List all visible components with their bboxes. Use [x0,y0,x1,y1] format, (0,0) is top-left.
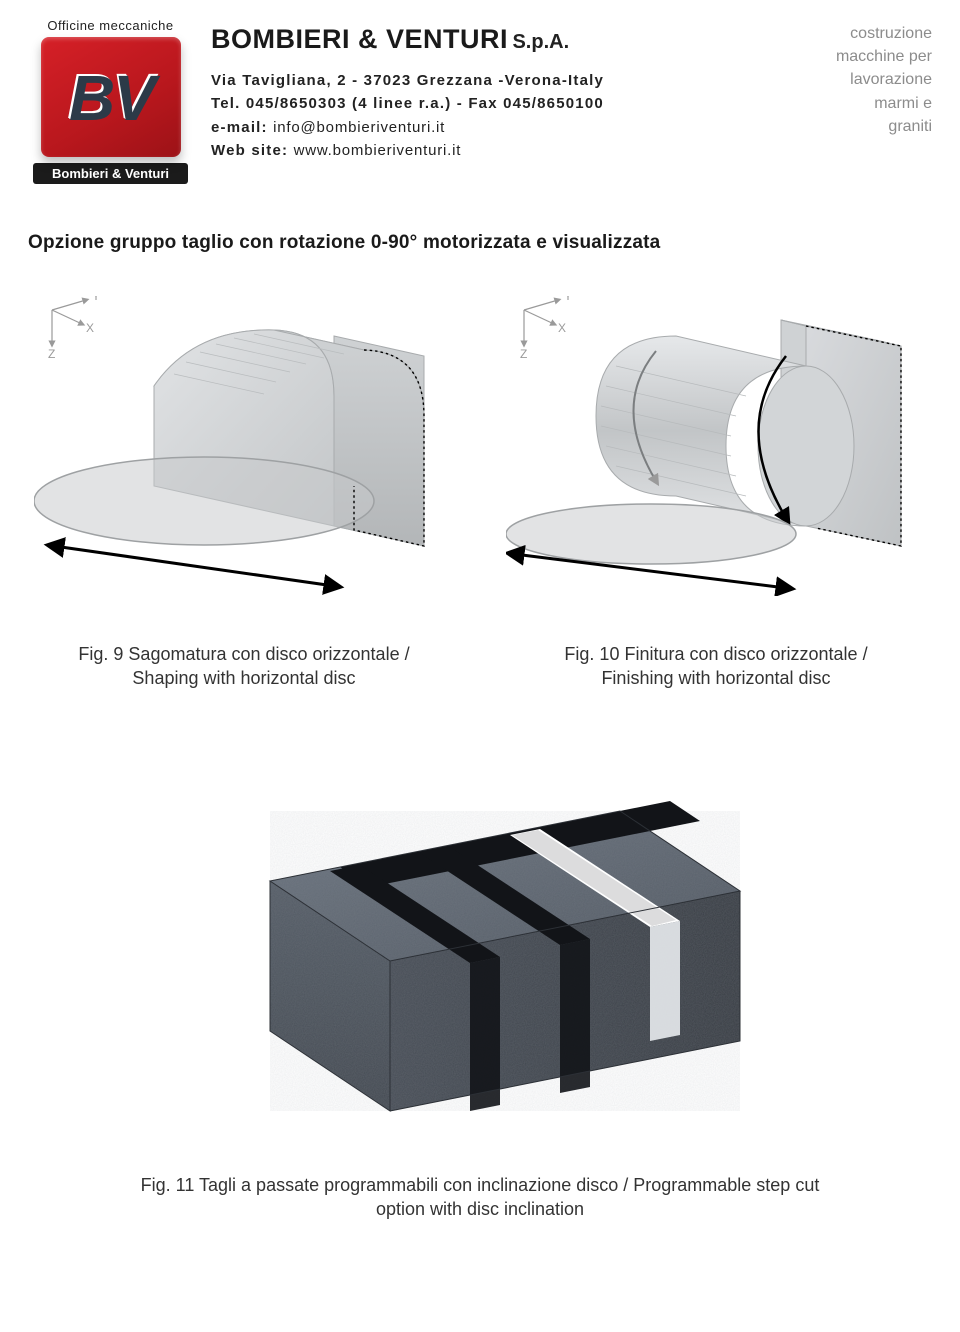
figure-11-svg [200,771,760,1131]
logo-bottom-bar: Bombieri & Venturi [33,163,188,184]
company-contact-lines: Via Tavigliana, 2 - 37023 Grezzana -Vero… [211,69,749,162]
company-info: BOMBIERI & VENTURI S.p.A. Via Tavigliana… [211,18,749,162]
figure-10-svg: Y X Z [506,296,926,596]
company-name: BOMBIERI & VENTURI [211,24,508,54]
logo-icon: BV [41,37,181,157]
caption-text: Shaping with horizontal disc [132,668,355,688]
logo-block: Officine meccaniche BV Bombieri & Ventur… [28,18,193,184]
figure-row-bottom: Fig. 11 Tagli a passate programmabili co… [28,771,932,1222]
letterhead: Officine meccaniche BV Bombieri & Ventur… [28,18,932,184]
figure-10-canvas: Y X Z [506,296,926,596]
figure-10: Y X Z [500,296,932,691]
company-suffix: S.p.A. [512,31,569,53]
slogan-line: macchine per [767,45,932,68]
figure-9-caption: Fig. 9 Sagomatura con disco orizzontale … [78,642,409,691]
slogan-line: lavorazione [767,68,932,91]
figure-10-caption: Fig. 10 Finitura con disco orizzontale /… [564,642,867,691]
logo-top-text: Officine meccaniche [47,18,173,33]
web-label: Web site: [211,142,288,159]
figure-9-svg: Y X Z [34,296,454,596]
logo-letters: BV [68,60,153,134]
email-value: info@bombieriventuri.it [273,119,445,136]
caption-text: Fig. 9 Sagomatura con disco orizzontale … [78,644,409,664]
figure-9-canvas: Y X Z [34,296,454,596]
figure-9: Y X Z [28,296,460,691]
slogan-line: marmi e [767,92,932,115]
page: Officine meccaniche BV Bombieri & Ventur… [0,0,960,1261]
axis-label-x: X [558,321,566,335]
caption-text: Fig. 11 Tagli a passate programmabili co… [141,1175,820,1195]
phone-line: Tel. 045/8650303 (4 linee r.a.) - Fax 04… [211,95,604,112]
figure-11-caption: Fig. 11 Tagli a passate programmabili co… [141,1173,820,1222]
company-name-line: BOMBIERI & VENTURI S.p.A. [211,24,749,55]
caption-text: option with disc inclination [376,1199,584,1219]
slogan: costruzione macchine per lavorazione mar… [767,18,932,138]
figure-row-top: Y X Z [28,296,932,691]
caption-text: Finishing with horizontal disc [601,668,830,688]
caption-text: Fig. 10 Finitura con disco orizzontale / [564,644,867,664]
slogan-line: costruzione [767,22,932,45]
axis-label-y: Y [564,296,572,303]
axis-label-z: Z [520,347,527,361]
web-value: www.bombieriventuri.it [294,142,462,159]
axis-label-y: Y [92,296,100,303]
email-label: e-mail: [211,119,268,136]
section-title: Opzione gruppo taglio con rotazione 0-90… [28,232,932,254]
slogan-line: graniti [767,115,932,138]
axis-label-x: X [86,321,94,335]
axis-label-z: Z [48,347,55,361]
figure-11: Fig. 11 Tagli a passate programmabili co… [141,771,820,1222]
address-line: Via Tavigliana, 2 - 37023 Grezzana -Vero… [211,72,604,89]
